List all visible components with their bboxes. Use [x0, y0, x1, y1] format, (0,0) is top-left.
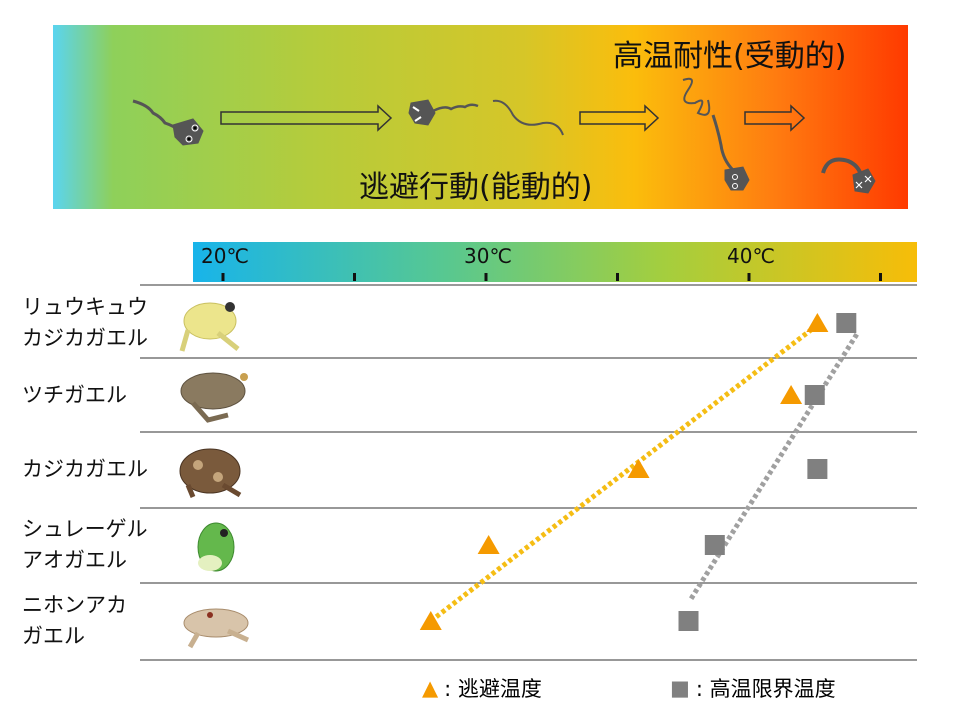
species-label-line: アオガエル	[22, 548, 127, 572]
schlegel-tree-frog-icon	[197, 522, 235, 572]
escape-temperature-point	[419, 611, 442, 630]
heat-response-banner: 高温耐性(受動的) 逃避行動(能動的)	[53, 25, 908, 209]
tadpole-dead-icon	[821, 157, 876, 194]
species-label-line: カジカガエル	[22, 326, 148, 350]
critical-temperature-point	[678, 611, 699, 631]
species-label-line: シュレーゲル	[22, 517, 148, 541]
tsuchi-frog-icon	[180, 372, 248, 423]
tick-label: 40℃	[727, 244, 775, 268]
ryukyu-kajika-frog-icon	[179, 302, 240, 352]
legend-label: : 逃避温度	[444, 677, 542, 701]
square-marker-icon: ■	[670, 676, 690, 700]
species-label-line: ガエル	[22, 624, 85, 648]
species-label: シュレーゲル アオガエル	[22, 514, 148, 576]
species-label: カジカガエル	[22, 454, 148, 485]
legend-critical-thermal-max: ■ : 高温限界温度	[670, 673, 836, 703]
legend-escape-temperature: ▲ : 逃避温度	[422, 673, 542, 703]
species-label: ツチガエル	[22, 380, 127, 411]
critical-temperature-point	[836, 313, 857, 333]
species-label: リュウキュウ カジカガエル	[22, 292, 148, 354]
tadpole-normal-icon	[132, 99, 204, 146]
species-label-line: ツチガエル	[22, 382, 127, 407]
tick-label: 20℃	[201, 244, 249, 268]
trend-line-escape	[429, 321, 822, 623]
tadpole-illustrations	[132, 77, 876, 194]
legend-label: : 高温限界温度	[695, 677, 836, 701]
tick-label: 30℃	[464, 244, 512, 268]
escape-temperature-point	[477, 535, 500, 554]
active-escape-behavior-label: 逃避行動(能動的)	[359, 170, 593, 205]
kajika-frog-icon	[179, 448, 242, 498]
escape-temperature-point	[627, 459, 650, 478]
species-label-line: カジカガエル	[22, 456, 148, 481]
arrow-icon	[220, 104, 806, 132]
escape-temperature-point	[780, 385, 803, 404]
tadpole-escaping-icon	[408, 99, 564, 136]
temperature-scale-bar	[193, 242, 917, 282]
passive-heat-tolerance-label: 高温耐性(受動的)	[613, 39, 847, 74]
critical-temperature-point	[804, 385, 825, 405]
trend-line-limit	[689, 332, 859, 600]
japanese-brown-frog-icon	[183, 608, 250, 649]
triangle-marker-icon: ▲	[422, 676, 439, 700]
species-label-line: ニホンアカ	[22, 593, 127, 617]
escape-temperature-point	[806, 313, 829, 332]
species-label-line: リュウキュウ	[22, 295, 148, 319]
critical-temperature-point	[807, 459, 828, 479]
critical-temperature-point	[704, 535, 725, 555]
tadpole-heat-stressed-icon	[682, 77, 750, 191]
species-label: ニホンアカ ガエル	[22, 590, 127, 652]
frog-illustrations	[179, 302, 250, 649]
